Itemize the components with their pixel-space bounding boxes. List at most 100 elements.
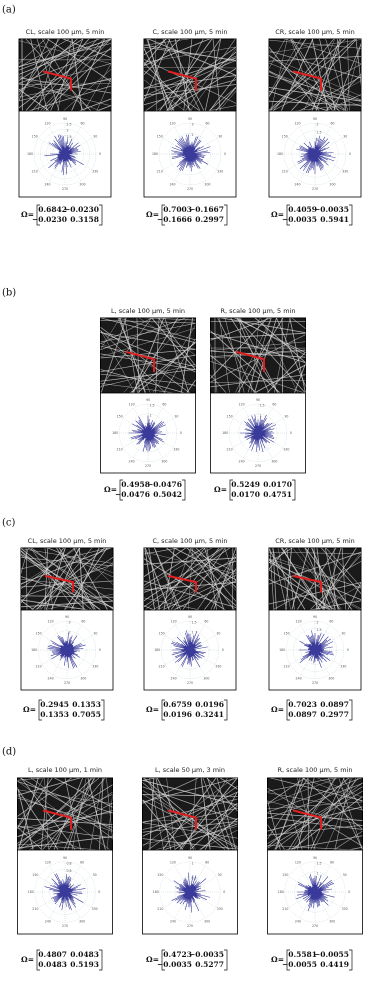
fiber <box>21 548 78 585</box>
fiber <box>155 57 236 111</box>
fiber <box>144 39 211 66</box>
bracket <box>224 699 228 721</box>
fiber <box>168 39 205 111</box>
fiber <box>129 342 196 393</box>
radial-label: 0.5 <box>192 640 197 644</box>
fiber <box>237 318 270 393</box>
panel-label: (a) <box>2 5 16 16</box>
fiber <box>100 320 196 324</box>
fiber <box>210 354 258 393</box>
matrix-entry: −0.0055 <box>314 950 349 959</box>
red-marker <box>42 809 72 830</box>
angle-label: 150 <box>36 632 42 636</box>
fiber <box>95 105 111 111</box>
fiber <box>269 39 361 54</box>
fiber <box>19 43 111 67</box>
caption: CL, scale 100 μm, 5 min <box>28 537 107 545</box>
angle-label: 330 <box>283 447 289 451</box>
bracket <box>286 949 290 971</box>
fibers <box>17 778 113 850</box>
fiber <box>142 822 238 846</box>
fiber <box>40 778 49 850</box>
polar-ring <box>291 130 339 178</box>
fiber <box>19 75 101 111</box>
angle-label: 180 <box>112 431 118 435</box>
matrix-entry: 0.0170 <box>263 480 292 489</box>
fiber <box>236 318 306 393</box>
fiber <box>286 548 295 610</box>
radial-label: 1.5 <box>67 135 72 139</box>
fiber <box>199 817 238 850</box>
angle-label: 270 <box>187 187 193 191</box>
fiber <box>163 548 175 610</box>
angle-label: 180 <box>152 152 158 156</box>
fiber <box>167 548 192 610</box>
fiber <box>210 341 218 393</box>
angle-label: 240 <box>294 182 300 186</box>
angle-label: 120 <box>45 860 51 864</box>
matrix-entry: −0.0035 <box>282 215 317 224</box>
angle-label: 0 <box>348 890 350 894</box>
caption: CR, scale 100 μm, 5 min <box>275 537 355 545</box>
omega-label: Ω= <box>214 485 227 494</box>
fiber <box>63 548 108 610</box>
fiber <box>311 548 340 610</box>
fiber <box>71 778 87 850</box>
angle-label: 210 <box>36 664 42 668</box>
caption: CR, scale 100 μm, 5 min <box>275 28 355 36</box>
fiber <box>36 548 81 610</box>
fiber <box>19 39 101 71</box>
fiber <box>67 778 91 850</box>
fiber <box>17 787 59 850</box>
fiber <box>142 821 238 833</box>
angle-label: 210 <box>117 447 123 451</box>
fiber <box>142 822 238 839</box>
fiber <box>138 318 196 356</box>
fiber <box>100 373 196 386</box>
angle-label: 300 <box>161 459 167 463</box>
rose <box>298 630 334 668</box>
fiber <box>253 318 277 393</box>
fiber <box>269 39 286 69</box>
radial-label: 2.5 <box>67 123 72 127</box>
angle-label: 90 <box>146 398 150 402</box>
angle-label: 180 <box>27 152 33 156</box>
rose <box>239 414 277 452</box>
fiber <box>210 332 306 339</box>
caption: CL, scale 100 μm, 5 min <box>26 28 105 36</box>
fiber <box>19 88 50 111</box>
angle-label: 90 <box>63 117 67 121</box>
panel-label: (c) <box>2 518 16 529</box>
matrix-entry: 0.0897 <box>320 700 349 709</box>
fiber <box>207 778 234 850</box>
fiber <box>157 569 236 610</box>
fiber <box>21 599 35 610</box>
fiber <box>18 778 39 850</box>
angle-label: 60 <box>80 860 84 864</box>
angle-label: 150 <box>282 135 288 139</box>
radial-label: 1.5 <box>192 621 197 625</box>
fiber <box>269 569 337 610</box>
fiber <box>19 39 78 93</box>
matrix-entry: 0.5249 <box>231 480 260 489</box>
panel-label: (d) <box>2 747 16 758</box>
fiber <box>36 39 60 111</box>
angle-label: 60 <box>204 620 208 624</box>
angle-label: 30 <box>343 873 347 877</box>
fiber <box>96 77 111 111</box>
fiber <box>182 548 226 610</box>
fiber <box>267 778 339 805</box>
angle-label: 180 <box>31 648 37 652</box>
angle-label: 180 <box>154 648 160 652</box>
radial-label: 1 <box>192 630 194 634</box>
matrix-entry: 0.7055 <box>72 710 101 719</box>
caption: L, scale 100 μm, 1 min <box>28 766 102 774</box>
fiber <box>144 39 181 76</box>
angle-label: 0 <box>223 890 225 894</box>
angle-label: 210 <box>284 664 290 668</box>
angle-label: 300 <box>328 676 334 680</box>
fiber <box>144 44 236 62</box>
angle-label: 180 <box>277 152 283 156</box>
radial-label: 2 <box>69 630 71 634</box>
fiber <box>25 39 92 111</box>
